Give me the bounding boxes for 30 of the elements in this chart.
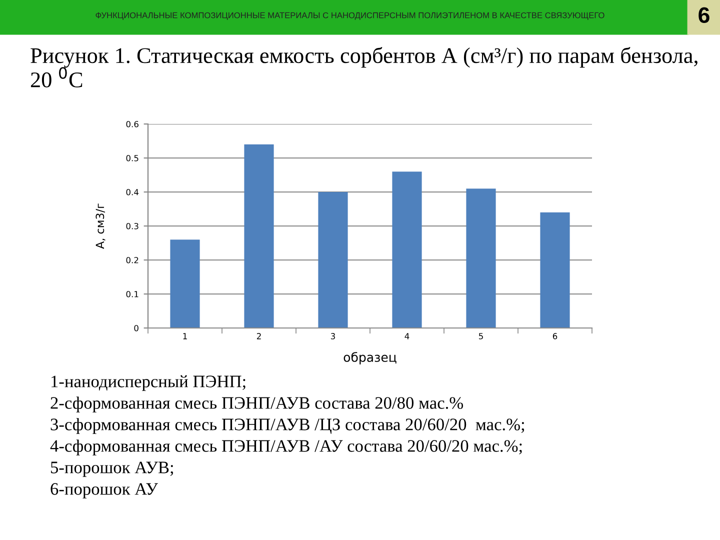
x-tick-label: 2	[256, 333, 261, 340]
y-tick-label: 0.6	[126, 120, 138, 128]
text: 1-нанодисперсный ПЭНП;	[52, 375, 246, 391]
bar	[170, 240, 200, 328]
text: 2-сформованная смесь ПЭНП/АУВ состава 20/80 мас.%	[50, 396, 464, 412]
x-tick-label: 4	[404, 333, 410, 340]
x-tick-label: 1	[183, 333, 187, 340]
y-tick-label: 0.3	[126, 222, 138, 230]
bar	[540, 212, 570, 328]
text: ФУНКЦИОНАЛЬНЫЕ КОМПОЗИЦИОННЫЕ МАТЕРИАЛЫ С НАНОДИСПЕРСНЫМ ПОЛИЭТИЛЕНОМ В КАЧЕСТВЕ СВЯЗУЮЩЕГО	[96, 12, 604, 20]
y-tick-label: 0.4	[126, 188, 139, 196]
x-tick-label: 5	[478, 333, 483, 340]
bar	[466, 188, 496, 328]
text: 6-порошок АУ	[50, 483, 158, 498]
y-tick-label: 0.2	[126, 256, 138, 264]
y-axis-title: А, см3/г	[96, 204, 106, 249]
text: 3-сформованная смесь ПЭНП/АУВ /ЦЗ состава 20/60/20 мас.%;	[50, 418, 524, 434]
text: 6	[698, 7, 710, 23]
x-tick-label: 6	[552, 333, 558, 340]
text: 4-сформованная смесь ПЭНП/АУВ /АУ состава 20/60/20 мас.%;	[50, 440, 522, 456]
chart-title: Рисунок 1. Статическая емкость сорбентов А (см³/г) по парам бензола, 20 $^{0}$С	[30, 47, 698, 88]
x-tick-label: 3	[330, 333, 335, 340]
y-tick-label: 0	[134, 324, 138, 332]
bar	[244, 144, 274, 328]
x-axis-title: образец	[344, 352, 396, 364]
y-tick-label: 0.5	[126, 154, 138, 162]
y-tick-label: 0.1	[126, 290, 138, 298]
bar	[392, 172, 422, 328]
text: 5-порошок АУВ;	[51, 462, 173, 477]
bar	[318, 192, 348, 328]
